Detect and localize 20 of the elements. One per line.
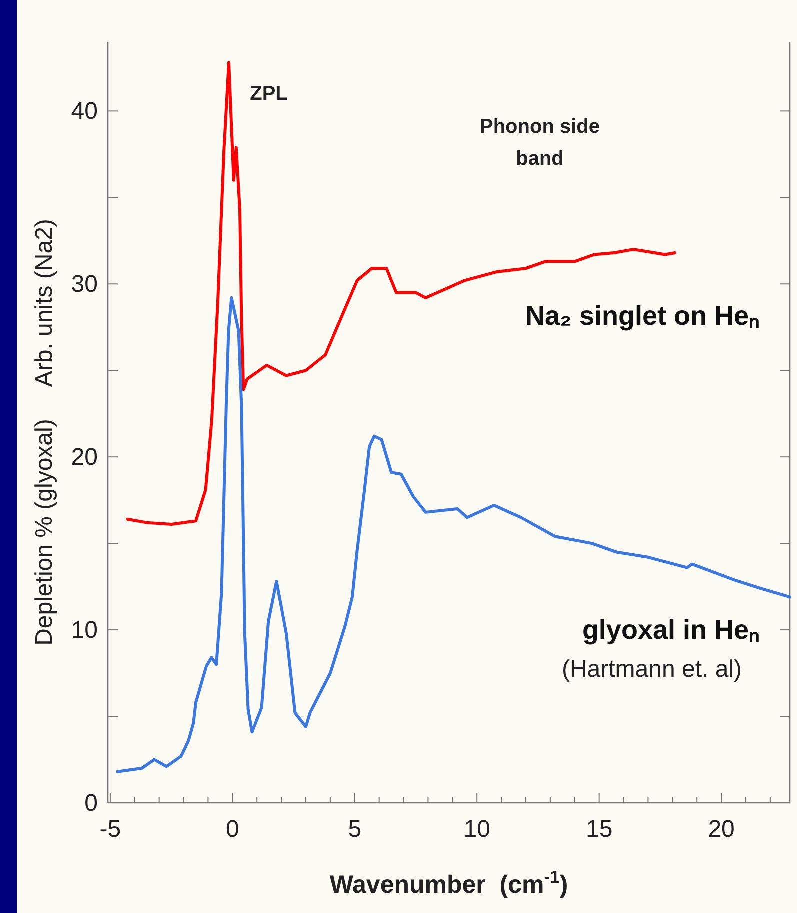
annotation: Phonon side band (480, 116, 600, 170)
y-tick-label: 20 (71, 444, 98, 472)
line-series (116, 296, 792, 774)
x-tick-label: 10 (464, 816, 490, 843)
x-tick-label: 5 (348, 816, 362, 843)
y-tick-label: 30 (71, 271, 98, 298)
line-series (126, 61, 677, 526)
x-tick-label: 20 (708, 816, 735, 843)
x-tick-label: 15 (586, 816, 613, 843)
x-tick-label: -5 (100, 816, 122, 843)
series-label: Na₂ singlet on Heₙ (525, 301, 760, 332)
series-label: glyoxal in Heₙ (582, 615, 760, 646)
annotation: ZPL (250, 83, 288, 105)
x-tick-label: 0 (226, 816, 240, 843)
y-axis-title: Depletion % (glyoxal) Arb. units (Na2) (31, 219, 58, 646)
x-axis-title: Wavenumber (cm$^{-1}$) (330, 867, 568, 899)
y-tick-label: 0 (84, 790, 98, 817)
y-tick-label: 10 (71, 617, 98, 644)
y-tick-label: 40 (71, 98, 98, 126)
annotation: (Hartmann et. al) (562, 656, 742, 684)
